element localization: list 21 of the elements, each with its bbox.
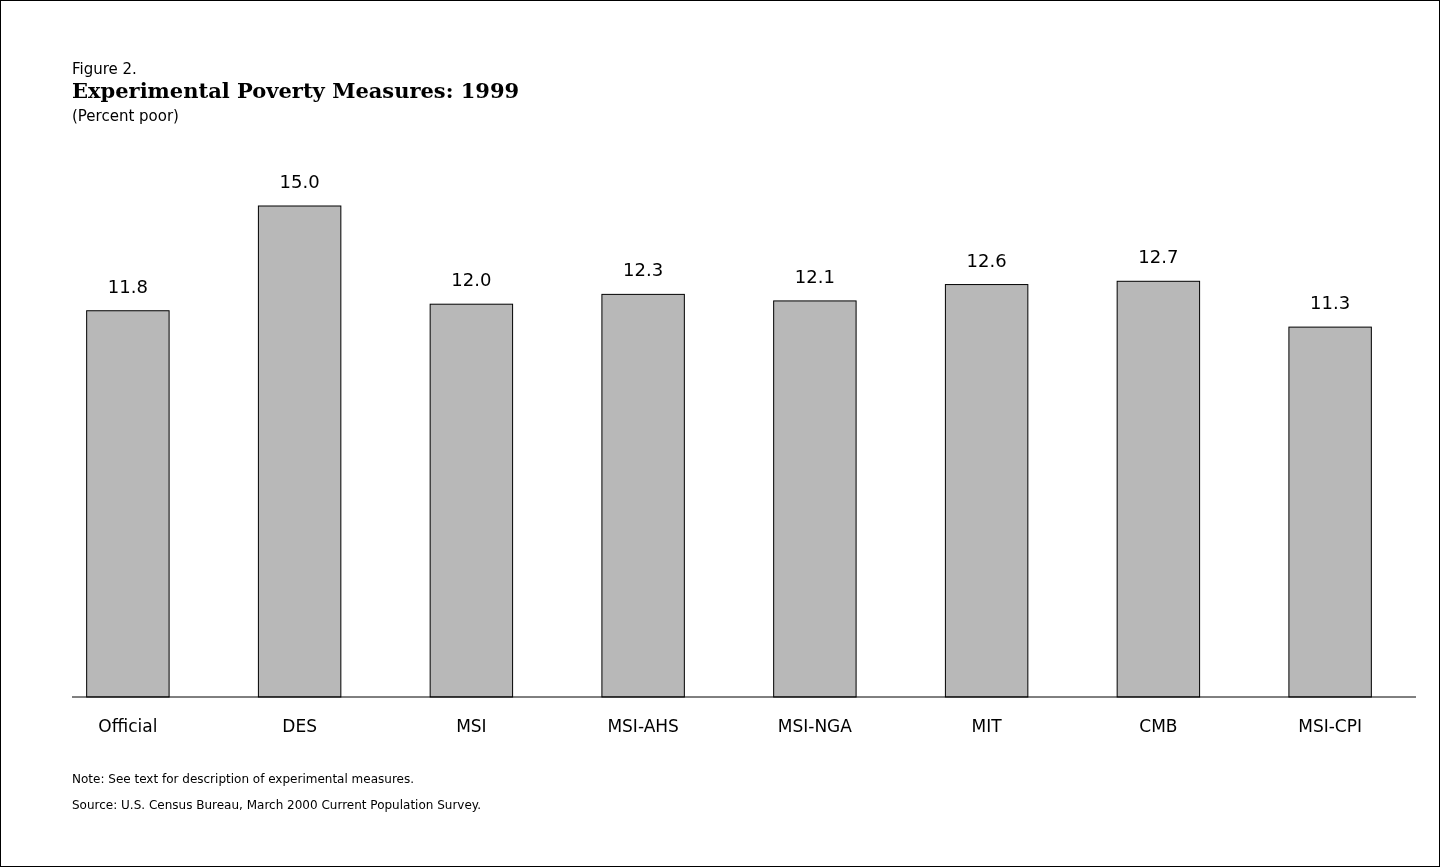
data-label: 12.6 (966, 249, 1007, 271)
x-tick-label: Official (98, 716, 158, 736)
data-label: 12.7 (1138, 246, 1179, 268)
data-label: 12.0 (451, 269, 492, 291)
data-label: 12.1 (794, 265, 835, 287)
x-tick-label: MIT (971, 716, 1003, 736)
data-label: 12.3 (623, 259, 664, 281)
x-tick-label: MSI (456, 716, 487, 736)
data-label: 11.3 (1310, 292, 1351, 314)
chart-title: Experimental Poverty Measures: 1999 (72, 78, 520, 103)
x-tick-label: MSI-CPI (1298, 716, 1362, 736)
x-tick-label: DES (282, 716, 317, 736)
text: Note: See text for description of experimental measures. (72, 772, 415, 786)
chart-subtitle: (Percent poor) (72, 107, 179, 125)
x-tick-label: MSI-NGA (777, 716, 853, 736)
data-label: 11.8 (107, 275, 148, 297)
data-label: 15.0 (279, 171, 320, 192)
x-tick-label: CMB (1139, 716, 1178, 736)
source-note: Source: U.S. Census Bureau, March 2000 Current Population Survey. (72, 798, 482, 812)
x-tick-label: MSI-AHS (607, 716, 679, 736)
caption: Figure 2. (72, 60, 137, 78)
